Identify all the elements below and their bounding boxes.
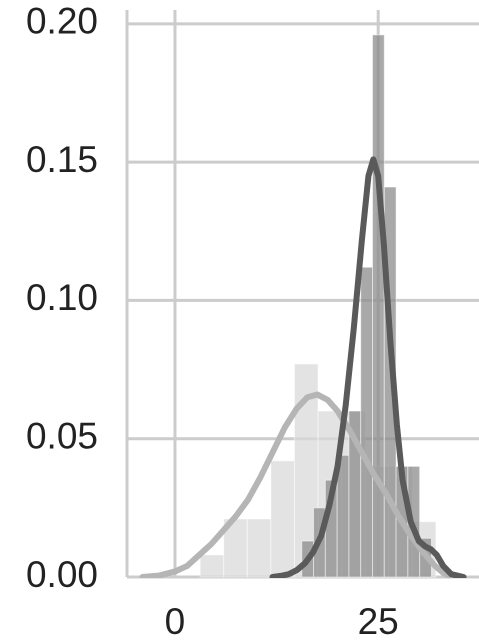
y-tick-label: 0.20 [26,1,98,42]
x-tick-label: 25 [358,601,399,642]
histogram-bar [199,554,225,578]
kde-line [269,156,467,578]
x-tick-label: 0 [165,601,186,642]
plot-area [139,34,467,578]
kde-line [139,391,455,578]
histogram-bar [246,518,272,578]
y-tick-label: 0.00 [26,554,98,595]
histogram-bar [372,34,385,578]
histogram-bar [360,266,374,578]
histogram-bar [270,460,295,578]
labels: 0.00 0.05 0.10 0.15 0.20 0 25 [26,1,399,642]
y-tick-label: 0.05 [26,415,98,456]
y-tick-label: 0.15 [26,139,98,180]
y-tick-label: 0.10 [26,277,98,318]
